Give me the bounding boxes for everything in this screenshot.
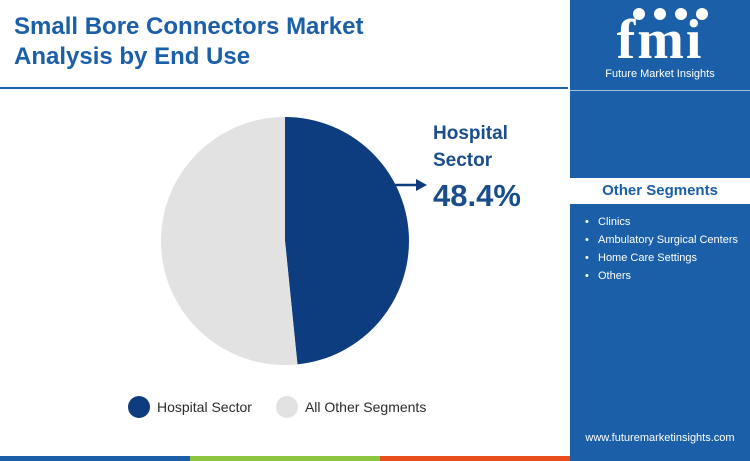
legend-swatch-other-segments (275, 396, 298, 418)
pie-chart (160, 117, 427, 366)
fmi-logo: fmi (617, 8, 708, 71)
legend-label: All Other Segments (304, 399, 427, 415)
legend-item-hospital-sector: Hospital Sector (128, 396, 252, 418)
callout-label: Hospital Sector (433, 123, 508, 171)
sidebar-divider (570, 90, 750, 91)
bottom-bar-segment (0, 456, 190, 461)
segment-item: Others (582, 268, 742, 284)
pie-slice-hospital-sector (285, 117, 409, 365)
segment-item: Clinics (582, 214, 742, 230)
segment-item: Ambulatory Surgical Centers (582, 232, 742, 248)
legend: Hospital Sector All Other Segments (128, 396, 450, 418)
bottom-color-bar (0, 456, 750, 461)
segment-item: Home Care Settings (582, 250, 742, 266)
bottom-bar-segment (380, 456, 570, 461)
website-link[interactable]: www.futuremarketinsights.com (585, 432, 735, 444)
callout-value: 48.4% (433, 178, 521, 213)
other-segments-list: Clinics Ambulatory Surgical Centers Home… (582, 214, 742, 286)
title-divider (0, 87, 568, 89)
chart-title: Small Bore Connectors Market Analysis by… (14, 13, 364, 70)
legend-swatch-hospital-sector (128, 396, 150, 418)
bottom-bar-segment (190, 456, 380, 461)
legend-label: Hospital Sector (157, 399, 252, 415)
legend-item-other-segments: All Other Segments (275, 396, 427, 418)
callout-arrow (393, 179, 427, 191)
bottom-bar-segment (570, 456, 750, 461)
pie-slice-all-other-segments (160, 117, 298, 366)
sidebar: fmi Future Market Insights Other Segment… (570, 0, 750, 461)
logo-tagline: Future Market Insights (605, 68, 715, 80)
other-segments-title: Other Segments (570, 178, 750, 204)
